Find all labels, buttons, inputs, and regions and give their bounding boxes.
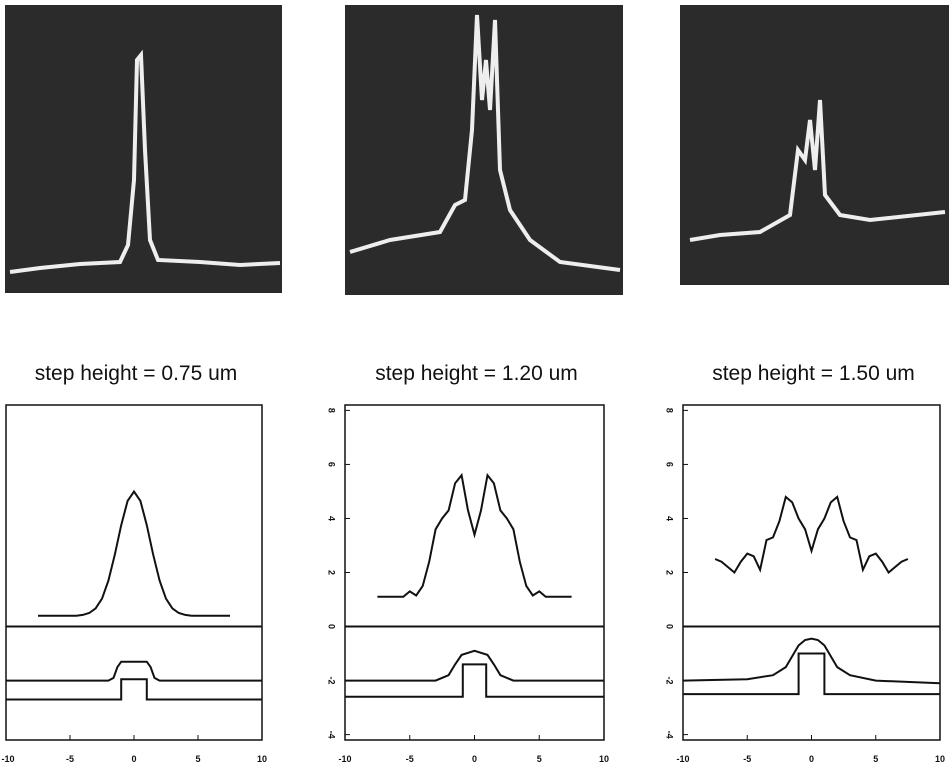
chart-title: step height = 0.75 um — [35, 362, 238, 385]
y-tick-label: -4 — [665, 731, 675, 739]
y-tick-label: 2 — [665, 570, 675, 575]
y-tick-label: 4 — [665, 516, 675, 521]
x-tick-label: 0 — [472, 754, 477, 764]
plot-frame — [683, 405, 940, 740]
chart-title: step height = 1.20 um — [375, 362, 578, 385]
x-tick-label: 10 — [257, 754, 267, 764]
x-tick-label: 10 — [935, 754, 945, 764]
chart-title: step height = 1.50 um — [712, 362, 915, 385]
oscilloscope-photos — [5, 5, 949, 295]
profile-line — [6, 679, 262, 699]
x-tick-label: -5 — [66, 754, 74, 764]
profile-line — [345, 651, 604, 681]
profile-line — [377, 475, 571, 597]
profile-line — [715, 497, 908, 573]
y-tick-label: -2 — [665, 677, 675, 685]
profile-line — [683, 639, 940, 684]
y-tick-label: 0 — [665, 624, 675, 629]
figure: step height = 0.75 um -10 -5 0 5 10 step heigh… — [0, 0, 949, 768]
x-tick-label: -5 — [406, 754, 414, 764]
x-tick-label: 0 — [809, 754, 814, 764]
x-tick-label: -10 — [338, 754, 351, 764]
y-tick-label: -4 — [327, 731, 337, 739]
y-tick-label: 2 — [327, 570, 337, 575]
x-tick-label: -10 — [676, 754, 689, 764]
y-tick-label: 0 — [327, 624, 337, 629]
x-tick-label: 5 — [537, 754, 542, 764]
plot-frame — [6, 405, 262, 740]
y-tick-label: 6 — [665, 462, 675, 467]
photo — [345, 5, 623, 295]
x-tick-label: 10 — [599, 754, 609, 764]
y-tick-label: 4 — [327, 516, 337, 521]
x-tick-label: 0 — [131, 754, 136, 764]
x-tick-label: -5 — [743, 754, 751, 764]
y-tick-label: 6 — [327, 462, 337, 467]
x-tick-label: 5 — [195, 754, 200, 764]
y-tick-label: 8 — [327, 408, 337, 413]
profile-line — [38, 492, 230, 616]
plot-frame — [345, 405, 604, 740]
profile-line — [683, 654, 940, 695]
x-tick-label: -10 — [1, 754, 14, 764]
profile-line — [6, 662, 262, 681]
y-tick-label: 8 — [665, 408, 675, 413]
x-tick-label: 5 — [873, 754, 878, 764]
y-tick-label: -2 — [327, 677, 337, 685]
